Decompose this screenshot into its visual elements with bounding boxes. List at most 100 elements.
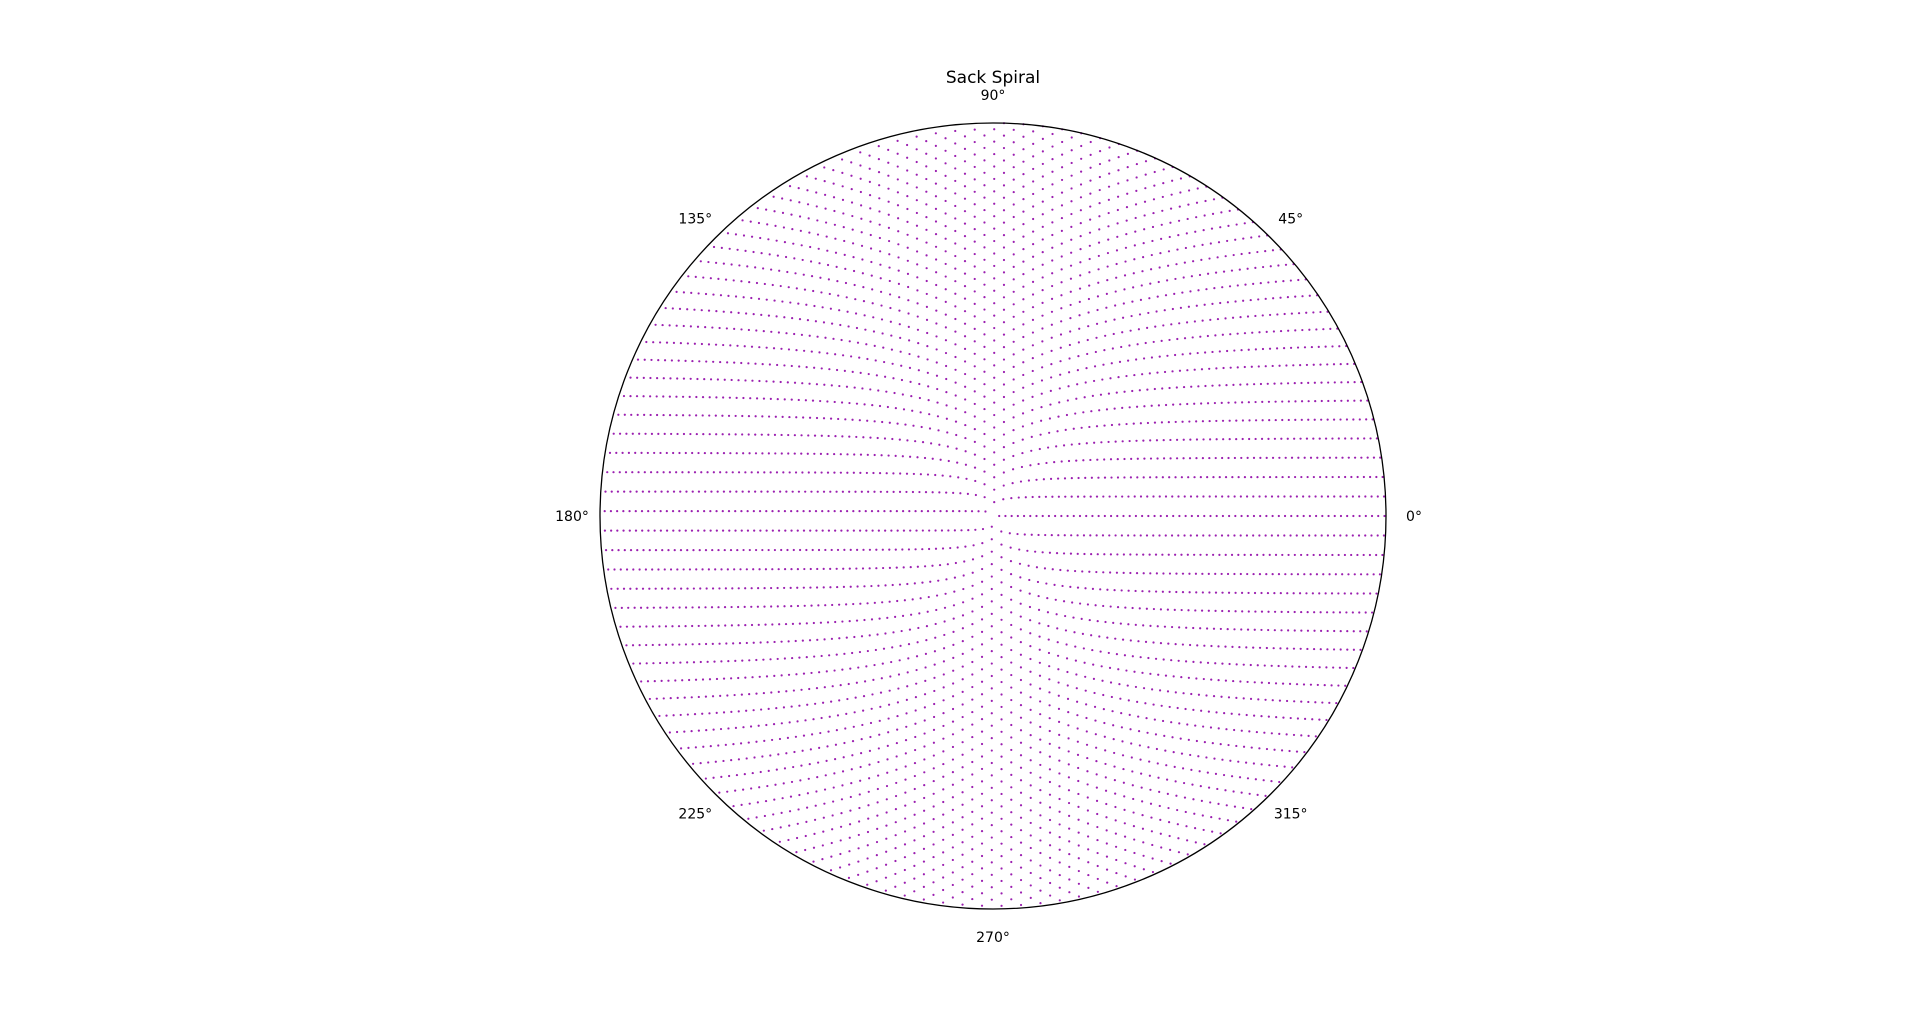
data-point	[973, 390, 976, 393]
data-point	[1290, 312, 1293, 315]
data-point	[1364, 611, 1367, 614]
data-point	[851, 242, 855, 245]
data-point	[1275, 764, 1279, 768]
data-point	[810, 604, 813, 607]
data-point	[1019, 704, 1023, 707]
data-point	[748, 548, 751, 552]
data-point	[1072, 427, 1075, 430]
data-point	[645, 643, 648, 647]
data-point	[820, 291, 823, 294]
data-point	[758, 568, 761, 571]
data-point	[1196, 514, 1200, 518]
data-point	[819, 621, 823, 624]
data-point	[1151, 843, 1154, 847]
data-point	[1188, 457, 1192, 460]
data-point	[903, 881, 906, 884]
data-point	[1019, 804, 1023, 807]
data-point	[1029, 884, 1032, 887]
data-point	[923, 771, 926, 774]
data-point	[1104, 320, 1107, 323]
data-point	[1230, 775, 1234, 778]
data-point	[861, 272, 864, 275]
data-point	[852, 529, 855, 532]
data-point	[1000, 543, 1003, 546]
data-point	[1123, 476, 1126, 479]
data-point	[667, 549, 670, 552]
data-point	[663, 432, 666, 435]
data-point	[870, 707, 873, 710]
data-point	[800, 688, 803, 691]
data-point	[854, 696, 857, 699]
data-point	[838, 603, 841, 606]
data-point	[1062, 444, 1066, 447]
data-point	[1063, 534, 1066, 537]
data-point	[1252, 495, 1255, 498]
data-point	[1039, 889, 1042, 892]
data-point	[768, 363, 771, 366]
data-point	[1340, 399, 1343, 402]
data-point	[1019, 653, 1023, 656]
data-point	[924, 652, 928, 655]
data-point	[1226, 349, 1229, 353]
data-point	[1068, 357, 1071, 360]
data-point	[1346, 514, 1349, 518]
data-point	[1205, 553, 1208, 556]
data-point	[1152, 495, 1155, 498]
data-point	[795, 851, 798, 854]
data-point	[983, 445, 986, 448]
data-point	[695, 568, 698, 571]
data-point	[823, 802, 826, 805]
data-point	[820, 367, 823, 370]
data-point	[660, 679, 663, 683]
data-point	[858, 793, 861, 796]
data-point	[1216, 256, 1219, 259]
data-point	[855, 567, 858, 570]
data-point	[971, 635, 974, 638]
data-point	[777, 331, 780, 334]
data-point	[1095, 799, 1099, 802]
data-point	[699, 587, 702, 590]
data-point	[1306, 629, 1310, 632]
data-point	[1063, 477, 1067, 480]
data-point	[845, 636, 848, 639]
data-point	[655, 697, 658, 700]
data-point	[1203, 514, 1206, 518]
data-point	[770, 605, 773, 608]
data-point	[1040, 419, 1043, 422]
data-point	[1179, 737, 1182, 740]
data-point	[891, 646, 894, 649]
data-point	[820, 434, 823, 437]
data-point	[780, 347, 783, 350]
data-point	[792, 765, 795, 769]
data-point	[932, 779, 935, 783]
data-point	[963, 260, 967, 263]
data-point	[731, 471, 734, 474]
data-point	[1171, 179, 1174, 182]
data-point	[757, 587, 760, 590]
data-point	[829, 567, 832, 570]
data-point	[952, 643, 955, 646]
data-point	[1083, 396, 1086, 399]
data-point	[974, 493, 977, 497]
data-point	[963, 147, 967, 150]
data-point	[694, 678, 698, 681]
data-point	[1313, 629, 1316, 632]
data-point	[912, 472, 915, 476]
data-point	[1086, 796, 1089, 799]
data-point	[904, 804, 907, 807]
data-point	[798, 656, 801, 659]
data-point	[740, 328, 743, 331]
data-point	[961, 728, 964, 731]
data-point	[942, 851, 945, 854]
data-point	[1146, 421, 1150, 425]
data-point	[1142, 624, 1145, 627]
data-point	[1068, 878, 1071, 881]
data-point	[993, 351, 996, 355]
data-point	[758, 786, 761, 789]
data-point	[901, 510, 905, 513]
data-point	[1283, 765, 1286, 768]
data-point	[1312, 553, 1315, 557]
data-point	[1029, 657, 1032, 661]
data-point	[802, 672, 806, 675]
data-point	[905, 490, 908, 494]
